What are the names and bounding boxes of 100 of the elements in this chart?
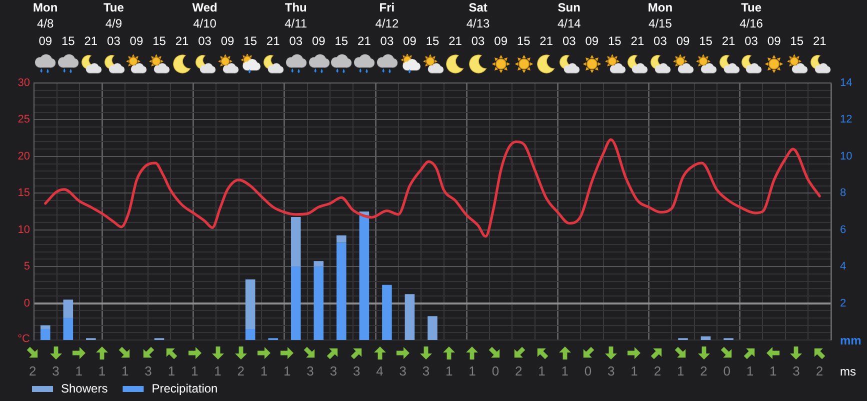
x-tick-label: 15 — [426, 34, 440, 48]
x-tick-label: 03 — [471, 34, 486, 48]
y-tick-label: 20 — [18, 150, 30, 162]
y2-tick-label: 10 — [840, 150, 852, 162]
x-tick-label: 09 — [494, 34, 508, 48]
data-label: 1 — [98, 364, 106, 379]
x-tick-label: 15 — [244, 34, 258, 48]
x2-tick-label: Mon 4/15 — [648, 0, 673, 30]
x-tick-label: 15 — [334, 34, 348, 48]
x-tick-label: 03 — [380, 34, 394, 48]
data-label: 3 — [422, 364, 430, 379]
y-tick-label: 0 — [24, 297, 30, 310]
bar — [314, 261, 324, 267]
bar — [40, 328, 50, 340]
bar — [63, 300, 74, 318]
legend-label: Precipitation — [152, 381, 218, 396]
bar — [40, 325, 50, 329]
data-label: 1 — [190, 364, 198, 379]
data-label: 1 — [122, 364, 129, 379]
data-label: 1 — [168, 364, 176, 379]
x-tick-label: 03 — [107, 34, 121, 48]
data-label: 1 — [630, 364, 638, 379]
data-label: 0 — [492, 364, 500, 379]
x2-tick-label: Mon 4/8 — [33, 0, 58, 30]
x-tick-label: 09 — [130, 34, 144, 48]
y2-axis-title: mm — [840, 333, 862, 348]
x-tick-label: 15 — [516, 34, 531, 48]
x-tick-label: 21 — [266, 34, 280, 48]
data-label: 3 — [352, 364, 360, 379]
x-tick-label: 21 — [358, 34, 372, 48]
y-tick-label: 10 — [18, 224, 30, 236]
data-label: 2 — [28, 364, 36, 379]
x2-tick-label: Sun 4/14 — [557, 0, 582, 30]
data-label: 1 — [561, 364, 568, 379]
bar — [336, 235, 346, 243]
x-tick-label: 09 — [312, 34, 326, 48]
x2-tick-label: Fri 4/12 — [375, 0, 399, 30]
data-label: 1 — [446, 364, 453, 379]
data-label: 3 — [399, 364, 406, 379]
bar — [700, 336, 711, 340]
data-label: 1 — [746, 364, 754, 379]
x-tick-label: 09 — [585, 34, 599, 48]
y2-tick-label: 4 — [840, 260, 846, 273]
data-label: 2 — [237, 364, 244, 379]
x-tick-label: 03 — [744, 34, 758, 48]
data-label: 1 — [538, 364, 546, 379]
y-tick-label: 25 — [18, 114, 30, 126]
x-tick-label: 09 — [38, 34, 52, 48]
x-tick-label: 21 — [448, 34, 462, 48]
bar — [290, 217, 301, 267]
bar — [382, 284, 392, 340]
bar — [245, 328, 256, 340]
y2-tick-label: 2 — [840, 297, 846, 310]
data-label: 0 — [584, 364, 592, 379]
x-tick-label: 03 — [198, 34, 212, 48]
x-tick-label: 09 — [676, 34, 690, 48]
data-label: 3 — [330, 364, 338, 379]
x2-tick-label: Sat 4/13 — [466, 0, 490, 30]
x-tick-label: 21 — [630, 34, 644, 48]
x-tick-label: 21 — [722, 34, 736, 48]
x-tick-label: 03 — [562, 34, 576, 48]
x2-tick-label: Tue 4/16 — [740, 0, 764, 30]
legend-label: Showers — [61, 381, 108, 396]
bar — [359, 215, 370, 340]
x-tick-label: 15 — [699, 34, 713, 48]
bar — [290, 266, 301, 340]
data-label: 2 — [654, 364, 662, 379]
y-tick-label: 5 — [24, 260, 30, 273]
y-tick-label: 15 — [18, 187, 30, 200]
x2-tick-label: Tue 4/9 — [103, 0, 124, 30]
x2-tick-label: Thu 4/11 — [284, 0, 308, 30]
y2-tick-label: 8 — [840, 187, 846, 200]
x-tick-label: 21 — [84, 34, 98, 48]
data-label: 0 — [723, 364, 730, 379]
x-tick-label: 03 — [654, 34, 668, 48]
bar — [63, 318, 74, 340]
x-tick-label: 15 — [152, 34, 166, 48]
y-tick-label: 30 — [18, 77, 30, 90]
data-label: 1 — [468, 364, 476, 379]
x-tick-label: 15 — [608, 34, 622, 48]
data-label: 2 — [816, 364, 824, 379]
x-tick-label: 21 — [812, 34, 827, 48]
x-tick-label: 09 — [220, 34, 235, 48]
x-tick-label: 09 — [767, 34, 782, 48]
bar — [336, 242, 346, 340]
text: ms — [840, 364, 856, 378]
data-label: 2 — [700, 364, 708, 379]
x2-tick-label: Wed 4/10 — [192, 0, 218, 30]
y2-tick-label: 14 — [840, 77, 852, 90]
data-label: 1 — [260, 364, 268, 379]
x-tick-label: 15 — [790, 34, 804, 48]
data-label: 3 — [608, 364, 615, 379]
data-label: 1 — [284, 364, 291, 379]
bar — [428, 316, 438, 340]
y2-tick-label: 6 — [840, 224, 846, 236]
bar — [404, 294, 415, 340]
bar — [314, 266, 324, 340]
x-tick-label: 21 — [175, 34, 190, 48]
data-label: 2 — [514, 364, 522, 379]
data-label: 3 — [52, 364, 60, 379]
